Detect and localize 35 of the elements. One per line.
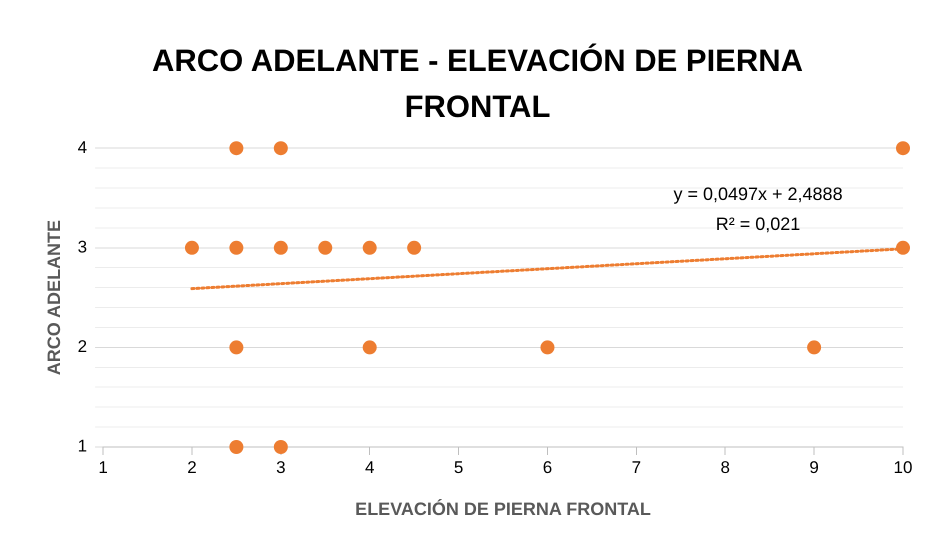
x-tick-label: 9 (809, 458, 819, 477)
point (407, 240, 422, 255)
point (274, 240, 288, 255)
point (896, 240, 910, 255)
x-axis-title: ELEVACIÓN DE PIERNA FRONTAL (355, 499, 651, 520)
point (274, 141, 288, 156)
point (362, 340, 377, 354)
x-tick-label: 4 (364, 458, 374, 477)
x-tick-label: 3 (276, 458, 286, 477)
point (229, 440, 244, 454)
point (184, 240, 199, 255)
chart-title: ARCO ADELANTE - ELEVACIÓN DE PIERNA FRONTAL (150, 42, 804, 126)
annotation: R² = 0,021 (716, 214, 800, 234)
point (807, 340, 822, 354)
point (896, 141, 910, 156)
y-tick-label: 1 (78, 436, 88, 456)
x-tick-label: 10 (894, 458, 912, 477)
point (362, 240, 377, 255)
y-axis-title: ARCO ADELANTE (44, 220, 64, 376)
x-tick-label: 6 (542, 458, 552, 477)
annotation: y = 0,0497x + 2,4888 (673, 184, 843, 204)
y-tick-label: 3 (78, 237, 88, 256)
point (229, 340, 244, 354)
point (229, 240, 244, 255)
x-tick-label: 5 (454, 458, 464, 477)
y-tick-label: 4 (78, 138, 88, 157)
point (229, 141, 244, 156)
point (274, 440, 288, 454)
x-tick-label: 2 (187, 458, 197, 477)
y-tick-label: 2 (78, 337, 88, 356)
point (540, 340, 554, 354)
x-tick-label: 7 (632, 458, 642, 477)
x-tick-label: 8 (720, 458, 730, 477)
x-tick-label: 1 (98, 458, 108, 477)
point (318, 240, 332, 255)
